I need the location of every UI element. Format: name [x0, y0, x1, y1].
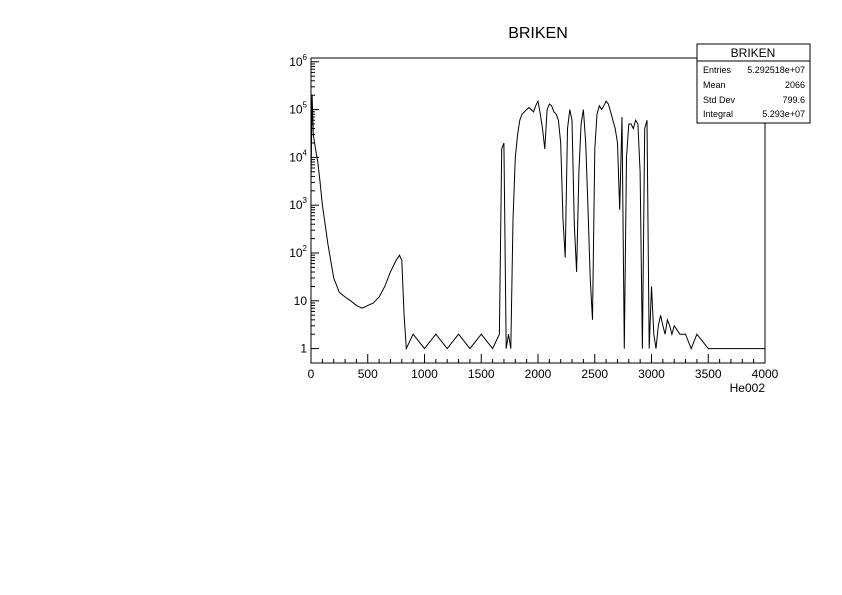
stats-box-title: BRIKEN	[731, 46, 776, 60]
chart-title: BRIKEN	[508, 25, 568, 42]
stats-mean-label: Mean	[703, 80, 726, 90]
stats-entries-label: Entries	[703, 65, 732, 75]
y-tick-label: 10	[294, 294, 308, 308]
histogram-line	[310, 95, 765, 351]
stats-entries-value: 5.292518e+07	[747, 65, 805, 75]
stats-box-frame	[696, 43, 811, 124]
y-tick-label: 106	[289, 53, 307, 69]
stats-mean-value: 2066	[785, 80, 805, 90]
x-tick-label: 500	[358, 367, 378, 381]
x-tick-label: 3500	[695, 367, 722, 381]
y-tick-label: 1	[300, 342, 307, 356]
x-tick-label: 2000	[525, 367, 552, 381]
stats-integral-value: 5.293e+07	[762, 109, 805, 119]
y-tick-label: 103	[289, 196, 307, 212]
stats-box: BRIKEN Entries 5.292518e+07 Mean 2066 St…	[696, 43, 811, 124]
y-axis: 1 10 102 103 104 105 106	[289, 53, 319, 356]
y-tick-label: 104	[289, 148, 307, 164]
y-tick-label: 102	[289, 244, 307, 260]
x-tick-label: 1000	[411, 367, 438, 381]
x-tick-label: 2500	[581, 367, 608, 381]
x-axis-title: He002	[730, 381, 766, 395]
stats-stddev-label: Std Dev	[703, 95, 736, 105]
x-axis: 0 500 1000 1500 2000 2500 3000 3500 4000	[308, 354, 779, 381]
x-tick-label: 1500	[468, 367, 495, 381]
x-tick-label: 3000	[638, 367, 665, 381]
y-tick-label: 105	[289, 101, 307, 117]
stats-integral-label: Integral	[703, 109, 733, 119]
stats-stddev-value: 799.6	[782, 95, 805, 105]
x-tick-label: 0	[308, 367, 315, 381]
x-tick-label: 4000	[752, 367, 779, 381]
